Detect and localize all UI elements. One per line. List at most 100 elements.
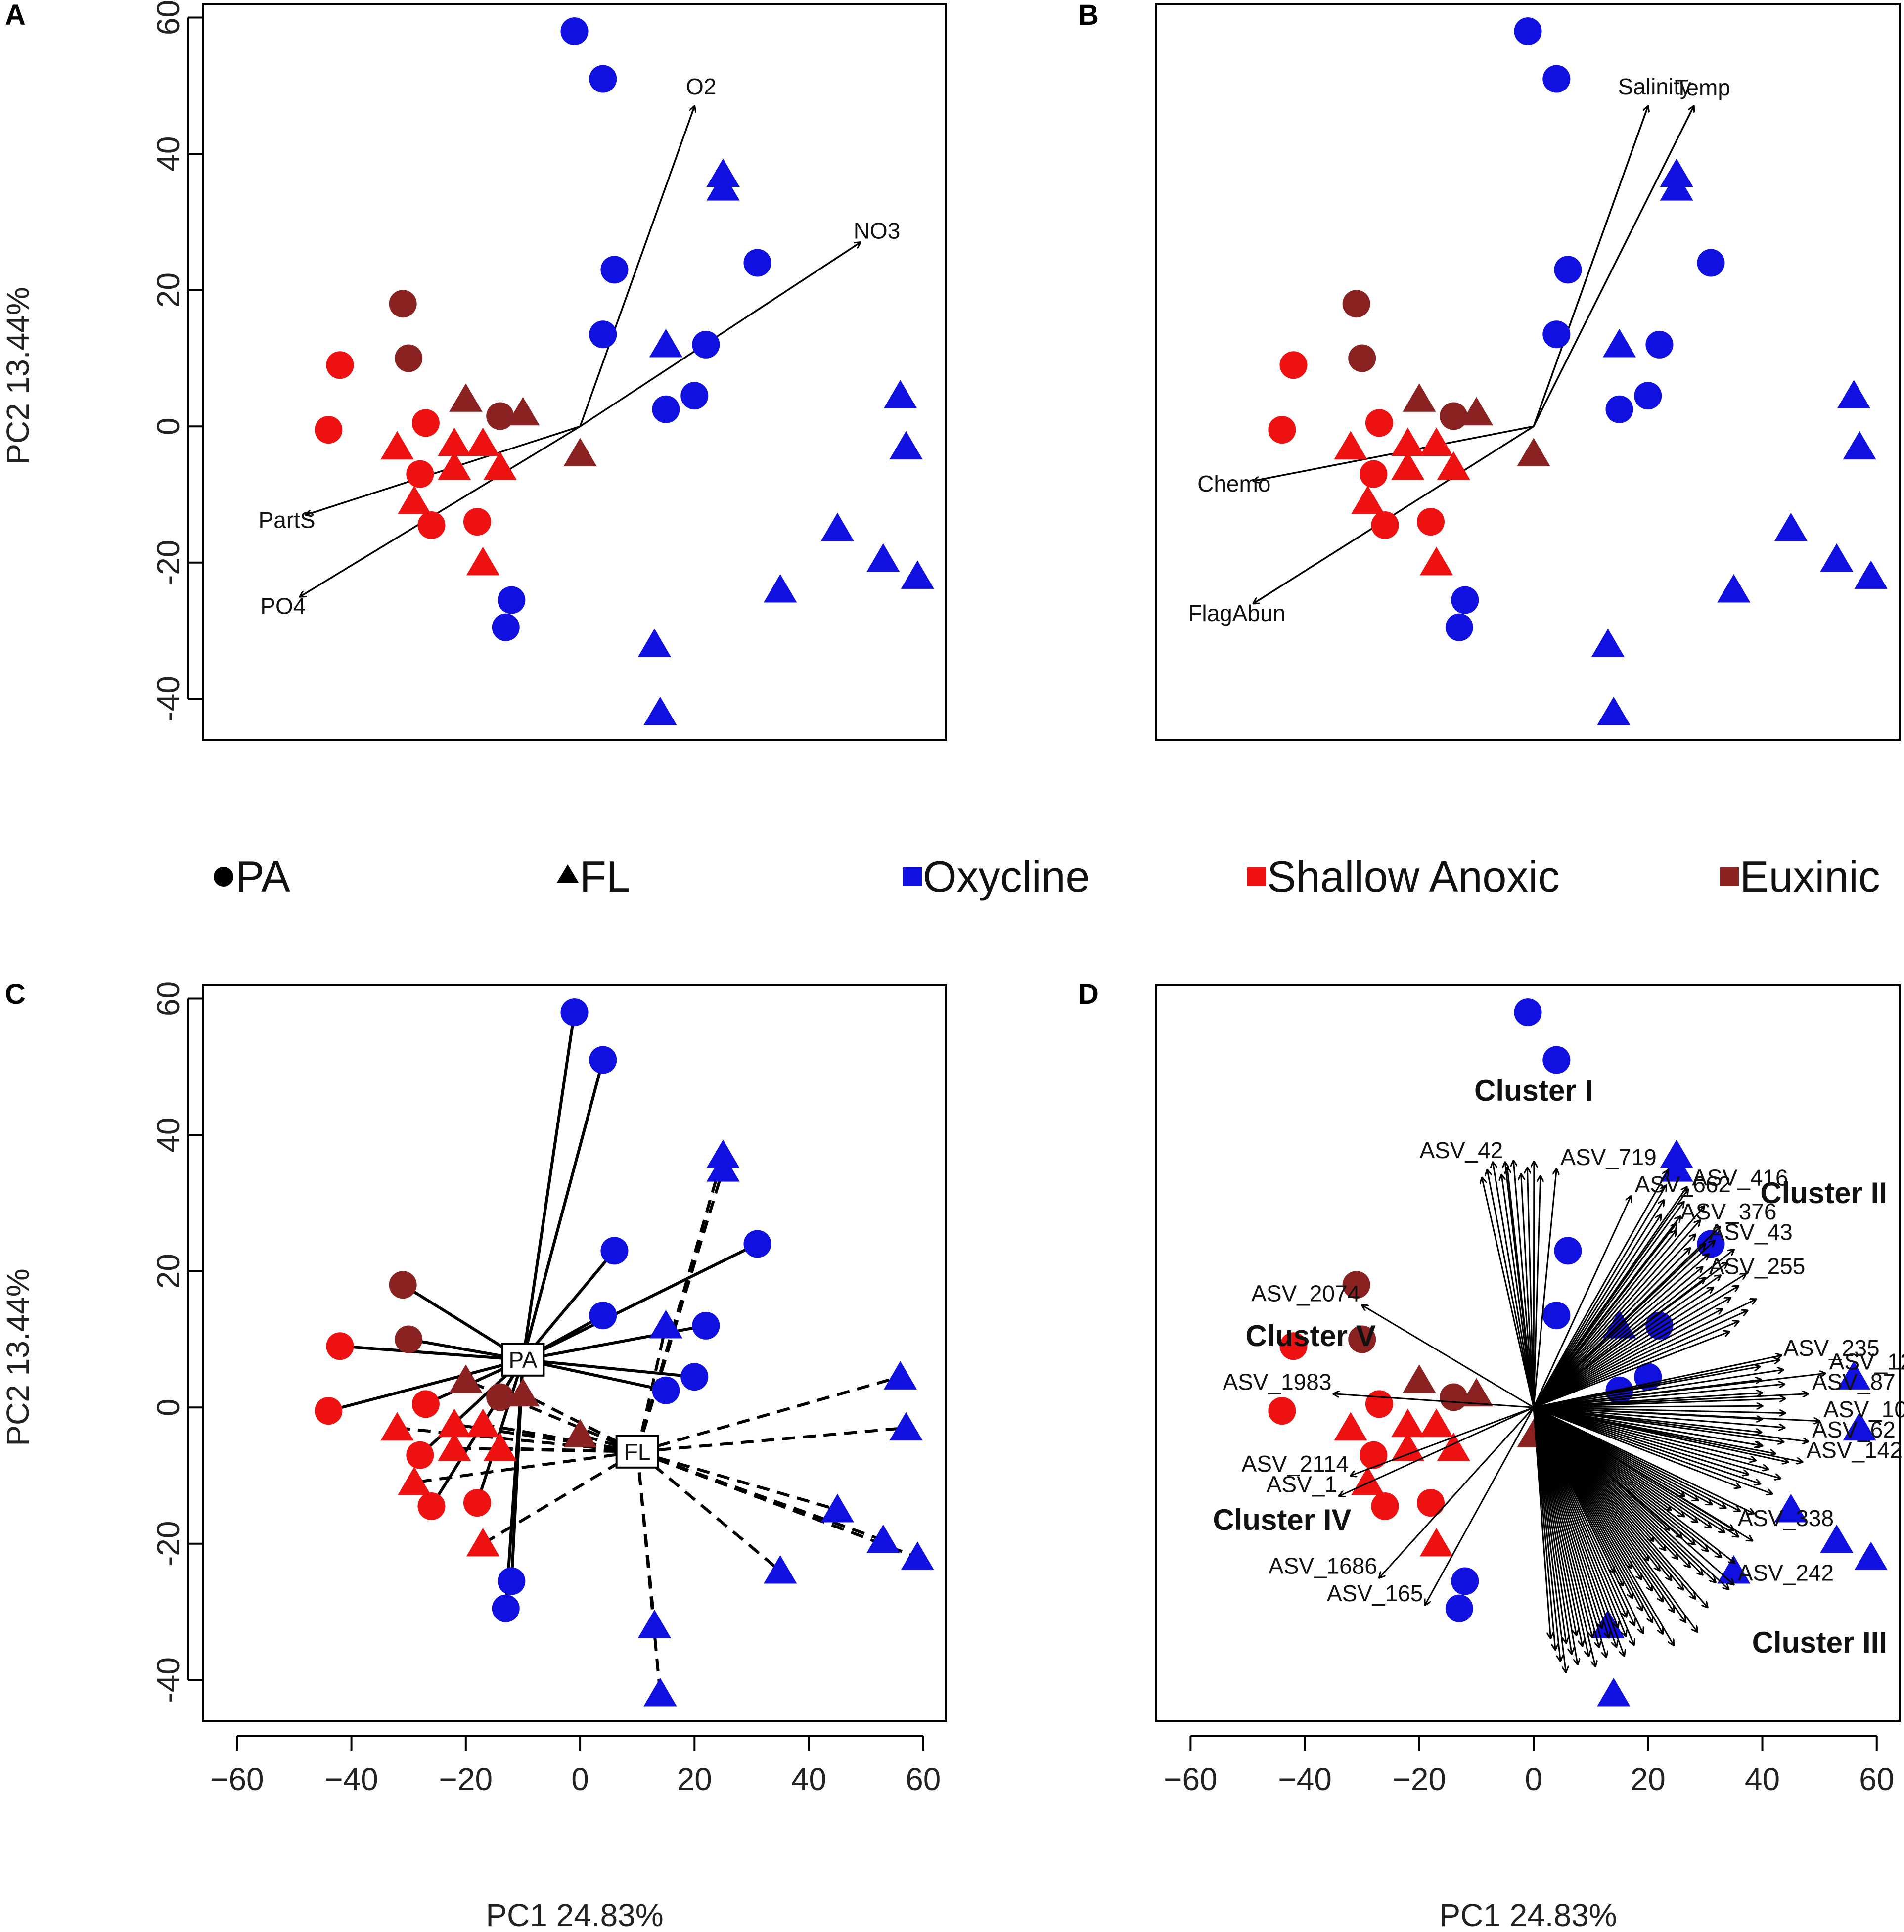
asv-vector-fan (1534, 1398, 1785, 1408)
y-tick-label: 60 (150, 981, 186, 1016)
point-fl-oxycline (820, 1493, 854, 1523)
cluster-label: Cluster II (1760, 1176, 1887, 1210)
asv-vector-fan (1533, 1215, 1661, 1408)
point-fl-oxycline (1820, 1524, 1854, 1553)
panel-c-points (315, 998, 934, 1707)
asv-label: ASV_242 (1738, 1560, 1834, 1585)
asv-vector-fan (1533, 1406, 1763, 1445)
asv-vector-fan (1507, 1168, 1535, 1408)
y-tick-label: 40 (150, 136, 186, 172)
asv-label: ASV_416 (1692, 1165, 1788, 1190)
x-tick-label: 20 (1631, 1761, 1666, 1797)
point-pa-shallow-anoxic (1279, 351, 1308, 379)
point-pa-oxycline (600, 256, 629, 284)
point-pa-shallow-anoxic (463, 508, 491, 536)
point-pa-oxycline (1634, 382, 1662, 410)
point-fl-shallow-anoxic (1351, 485, 1385, 514)
asv-vector-fan (1533, 1406, 1775, 1453)
vector-label: O2 (686, 74, 716, 99)
spoke-pa (521, 1059, 605, 1360)
point-fl-oxycline (866, 543, 900, 572)
y-tick-label: -40 (150, 676, 186, 722)
point-fl-oxycline (889, 431, 923, 460)
spoke-pa (476, 1359, 525, 1504)
legend-item-oxycline: Oxycline (903, 852, 1089, 901)
asv-vector-fan (1533, 1176, 1541, 1408)
asv-vector-fan (1533, 1393, 1762, 1408)
asv-vector-fan (1533, 1406, 1748, 1474)
asv-vector-fan (1533, 1275, 1721, 1408)
point-fl-shallow-anoxic (438, 427, 471, 456)
asv-label: ASV_107 (1823, 1396, 1904, 1422)
point-pa-shallow-anoxic (326, 1332, 354, 1360)
point-fl-oxycline (1774, 1493, 1808, 1523)
legend-item-shallow-anoxic: Shallow Anoxic (1247, 852, 1560, 901)
point-fl-shallow-anoxic (1334, 1412, 1367, 1441)
asv-label: ASV_142 (1806, 1437, 1902, 1463)
asv-vector-fan (1533, 1206, 1704, 1408)
x-tick-label: 40 (791, 1761, 826, 1797)
asv-vector-fan (1533, 1241, 1715, 1408)
point-fl-euxinic (449, 1364, 483, 1393)
point-pa-oxycline (692, 330, 720, 359)
point-fl-oxycline (706, 172, 740, 201)
point-pa-oxycline (692, 1311, 720, 1340)
point-pa-shallow-anoxic (406, 1441, 434, 1469)
asv-label: ASV_1983 (1223, 1369, 1331, 1395)
point-pa-shallow-anoxic (417, 511, 446, 539)
x-tick-label: 0 (571, 1761, 589, 1797)
asv-vector (1333, 1394, 1534, 1408)
point-pa-oxycline (1514, 998, 1542, 1027)
spoke-pa (522, 1358, 667, 1392)
asv-vector-fan (1533, 1370, 1783, 1408)
vector-label: Chemo (1197, 471, 1270, 496)
asv-label: ASV_376 (1680, 1199, 1776, 1224)
point-fl-oxycline (643, 696, 677, 725)
asv-vector-fan (1533, 1309, 1722, 1408)
point-pa-euxinic (389, 1271, 417, 1299)
point-pa-euxinic (389, 290, 417, 318)
point-fl-oxycline (901, 560, 934, 589)
point-pa-oxycline (589, 65, 617, 93)
asv-vector-fan (1533, 1187, 1687, 1408)
vector-arrow (579, 106, 694, 427)
point-pa-shallow-anoxic (1416, 1489, 1445, 1517)
point-pa-shallow-anoxic (411, 409, 440, 437)
legend-label-oxycline: Oxycline (923, 852, 1089, 901)
cluster-label: Cluster I (1474, 1074, 1593, 1107)
asv-vector (1339, 1406, 1534, 1496)
vector-label: Temp (1675, 75, 1730, 100)
spoke-fl (482, 1423, 638, 1453)
cluster-label: Cluster IV (1213, 1503, 1351, 1536)
y-tick-label: 20 (150, 1254, 186, 1289)
point-fl-shallow-anoxic (438, 1408, 471, 1438)
point-fl-oxycline (1843, 1412, 1876, 1441)
panel-c-x-axis-label: PC1 24.83% (486, 1897, 663, 1932)
spoke-pa (522, 1242, 758, 1361)
point-pa-euxinic (1440, 402, 1468, 430)
point-pa-oxycline (589, 320, 617, 349)
point-fl-shallow-anoxic (1391, 1432, 1425, 1461)
point-fl-oxycline (637, 1610, 671, 1638)
point-pa-euxinic (486, 402, 514, 430)
asv-vector-fan (1533, 1367, 1760, 1408)
asv-vector (1351, 1406, 1534, 1476)
asv-vector-fan (1533, 1231, 1676, 1408)
asv-vector-fan (1533, 1286, 1738, 1408)
x-tick-label: 0 (1525, 1761, 1542, 1797)
point-pa-shallow-anoxic (315, 1397, 343, 1425)
y-tick-label: 40 (150, 1118, 186, 1153)
asv-label: ASV_42 (1419, 1137, 1503, 1163)
legend: PA FL Oxycline Shallow Anoxic Euxinic (214, 852, 1880, 901)
point-fl-oxycline (883, 380, 917, 408)
point-fl-oxycline (1717, 574, 1751, 603)
point-fl-euxinic (1459, 1378, 1494, 1407)
point-fl-euxinic (449, 383, 483, 412)
point-fl-shallow-anoxic (1419, 546, 1453, 576)
asv-vector-fan (1533, 1216, 1680, 1408)
y-tick-label: -40 (150, 1657, 186, 1703)
point-fl-shallow-anoxic (1419, 427, 1453, 456)
spoke-pa (521, 1012, 576, 1360)
asv-label: ASV_165 (1327, 1580, 1423, 1606)
